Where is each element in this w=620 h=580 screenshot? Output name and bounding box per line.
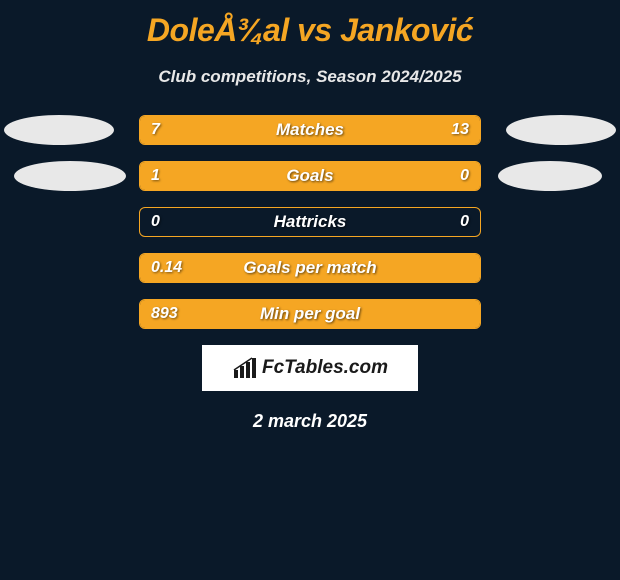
stat-row: Min per goal 893 [139,299,481,329]
stat-label: Goals [286,166,333,186]
stat-value-right: 13 [451,121,469,139]
stat-value-right: 0 [460,213,469,231]
subtitle: Club competitions, Season 2024/2025 [0,67,620,87]
stat-value-left: 893 [151,305,178,323]
stat-label: Goals per match [243,258,376,278]
stats-container: Matches 7 13 Goals 1 0 Hattricks 0 0 Goals per ma… [0,115,620,329]
player-left-ellipse [14,161,126,191]
stat-label: Min per goal [260,304,360,324]
stat-value-left: 0.14 [151,259,182,277]
brand-box[interactable]: FcTables.com [202,345,418,391]
stat-row: Goals 1 0 [139,161,481,191]
stat-fill-right [412,162,480,190]
player-right-ellipse [498,161,602,191]
stat-label: Matches [276,120,344,140]
chart-icon [232,356,258,380]
stat-label: Hattricks [274,212,347,232]
stat-value-left: 7 [151,121,160,139]
stat-value-left: 0 [151,213,160,231]
stat-row: Goals per match 0.14 [139,253,481,283]
brand-text: FcTables.com [262,357,388,379]
date-text: 2 march 2025 [0,411,620,432]
stat-value-right: 0 [460,167,469,185]
stat-row: Matches 7 13 [139,115,481,145]
player-left-ellipse [4,115,114,145]
stat-value-left: 1 [151,167,160,185]
player-right-ellipse [506,115,616,145]
page-title: DoleÅ¾al vs Janković [0,0,620,49]
stat-row: Hattricks 0 0 [139,207,481,237]
